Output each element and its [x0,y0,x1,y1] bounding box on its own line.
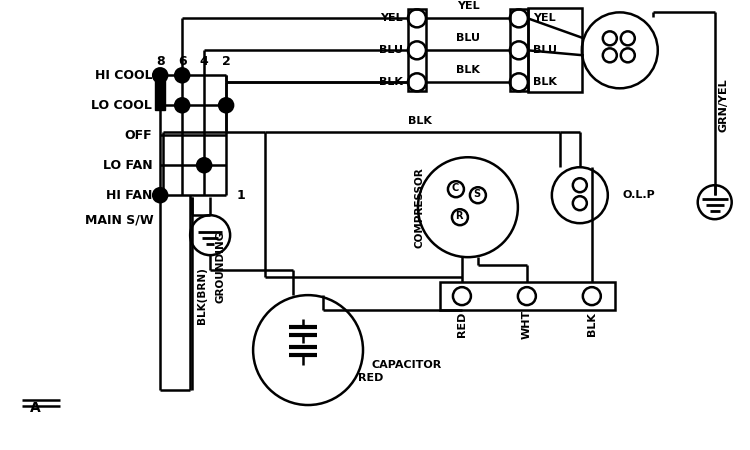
Text: RED: RED [457,311,467,337]
Text: GROUNDING: GROUNDING [215,231,225,303]
Text: C: C [452,183,458,193]
Text: BLU: BLU [532,45,556,55]
Text: MAIN S/W: MAIN S/W [86,214,154,227]
Text: HI FAN: HI FAN [106,189,152,202]
Text: O.L.P: O.L.P [622,190,656,200]
Circle shape [153,68,167,82]
Text: 6: 6 [178,55,187,68]
Text: BLK: BLK [532,77,556,87]
Text: A: A [30,401,40,415]
Text: BLK: BLK [586,312,597,336]
Text: OFF: OFF [124,129,152,142]
Circle shape [176,68,189,82]
Text: BLU: BLU [456,33,480,43]
Bar [510,9,528,91]
Text: BLK: BLK [379,77,403,87]
Bar [440,282,615,310]
Text: CAPACITOR: CAPACITOR [371,360,441,370]
Text: R: R [455,211,463,221]
Bar [155,70,165,110]
Text: GRN/YEL: GRN/YEL [718,78,729,132]
Text: COMPRESSOR: COMPRESSOR [415,167,425,248]
Text: BLU: BLU [379,45,403,55]
Text: S: S [473,189,481,199]
Circle shape [219,98,233,112]
Bar [408,9,426,91]
Text: BLK: BLK [456,65,480,75]
Text: 2: 2 [222,55,230,68]
Circle shape [176,98,189,112]
Text: YEL: YEL [457,1,479,11]
Text: WHT: WHT [522,310,532,339]
Text: BLK: BLK [408,116,432,126]
Circle shape [197,158,211,172]
Text: 8: 8 [156,55,164,68]
Text: YEL: YEL [380,14,403,23]
Text: RED: RED [358,373,383,383]
Circle shape [153,188,167,202]
Text: YEL: YEL [532,14,556,23]
Bar [528,9,582,92]
Text: LO FAN: LO FAN [103,159,152,172]
Text: 1: 1 [236,189,244,202]
Text: LO COOL: LO COOL [92,99,152,112]
Text: BLK(BRN): BLK(BRN) [197,267,207,324]
Text: HI COOL: HI COOL [94,69,152,82]
Text: 4: 4 [200,55,208,68]
